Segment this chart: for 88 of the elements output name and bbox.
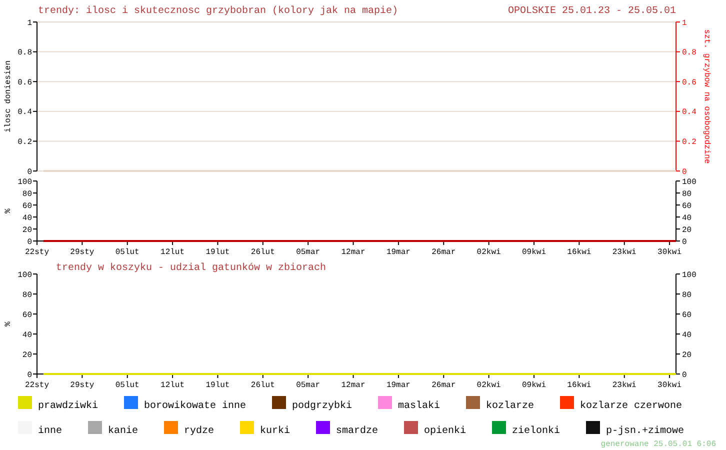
y2-tick-label: 60 bbox=[682, 202, 692, 211]
y-tick-label: 1 bbox=[27, 18, 32, 28]
y2-tick-label: 0 bbox=[682, 168, 687, 177]
x-tick-label: 05lut bbox=[115, 381, 140, 390]
x-tick-label: 02kwi bbox=[476, 248, 502, 257]
y2-tick-label: 100 bbox=[682, 178, 697, 187]
x-tick-label: 23kwi bbox=[612, 248, 637, 257]
legend-label: kozlarze bbox=[486, 400, 534, 412]
legend-label: p-jsn.+zimowe bbox=[606, 425, 684, 437]
y-tick-label: 0.8 bbox=[18, 48, 32, 58]
x-tick-label: 30kwi bbox=[658, 248, 682, 257]
x-tick-label: 26lut bbox=[250, 381, 275, 390]
y2-tick-label: 0.2 bbox=[682, 138, 697, 147]
y2-tick-label: 100 bbox=[682, 270, 697, 280]
x-tick-label: 29sty bbox=[70, 248, 94, 257]
y-tick-label: 0 bbox=[27, 370, 32, 380]
x-tick-label: 19lut bbox=[206, 381, 230, 390]
y-tick-label: 60 bbox=[22, 202, 32, 211]
x-tick-label: 26mar bbox=[432, 248, 456, 257]
legend-label: kanie bbox=[108, 425, 138, 437]
y-axis-title: ilosc doniesien bbox=[4, 60, 13, 133]
legend-label: kozlarze czerwone bbox=[580, 400, 682, 412]
text: generowane 25.05.01 6:06 bbox=[600, 440, 716, 449]
legend-label: borowikowate inne bbox=[144, 400, 246, 412]
y2-tick-label: 80 bbox=[682, 190, 692, 199]
x-tick-label: 12lut bbox=[160, 248, 185, 257]
x-tick-label: 23kwi bbox=[612, 381, 637, 390]
legend-label: opienki bbox=[424, 425, 466, 437]
x-tick-label: 19lut bbox=[206, 248, 230, 257]
legend-label: podgrzybki bbox=[292, 400, 352, 412]
legend-label: kurki bbox=[260, 425, 290, 437]
legend-label: smardze bbox=[336, 425, 378, 437]
x-tick-label: 16kwi bbox=[567, 381, 592, 390]
legend-label: rydze bbox=[184, 425, 214, 437]
y2-tick-label: 0.8 bbox=[682, 48, 697, 58]
y2-tick-label: 20 bbox=[682, 226, 692, 235]
x-tick-label: 26mar bbox=[432, 381, 456, 390]
x-tick-label: 05mar bbox=[296, 381, 320, 390]
y2-tick-label: 40 bbox=[682, 214, 692, 223]
y-tick-label: 100 bbox=[18, 178, 32, 187]
x-tick-label: 09kwi bbox=[522, 381, 546, 390]
x-tick-label: 16kwi bbox=[567, 248, 592, 257]
legend-label: zielonki bbox=[512, 425, 560, 437]
chart-subtitle: OPOLSKIE 25.01.23 - 25.05.01 bbox=[508, 6, 676, 17]
x-tick-label: 05mar bbox=[296, 248, 320, 257]
y-tick-label: 100 bbox=[18, 270, 32, 280]
y-tick-label: 80 bbox=[22, 290, 32, 300]
y-tick-label: 0 bbox=[27, 168, 32, 177]
y-axis-title: % bbox=[4, 321, 13, 326]
y-tick-label: 0.2 bbox=[18, 138, 32, 147]
y2-tick-label: 20 bbox=[682, 350, 692, 360]
x-tick-label: 02kwi bbox=[476, 381, 502, 390]
chart-title: trendy: ilosc i skutecznosc grzybobran (kolory jak na mapie) bbox=[38, 5, 398, 17]
y2-tick-label: 60 bbox=[682, 310, 692, 320]
y2-tick-label: 0.6 bbox=[682, 78, 697, 88]
chart-title: trendy w koszyku - udzial gatunków w zbiorach bbox=[56, 262, 326, 274]
x-tick-label: 12mar bbox=[341, 248, 366, 257]
legend-label: inne bbox=[38, 425, 62, 437]
y-tick-label: 20 bbox=[22, 350, 32, 360]
x-tick-label: 29sty bbox=[70, 381, 94, 390]
y-tick-label: 60 bbox=[22, 310, 32, 320]
x-tick-label: 19mar bbox=[386, 248, 411, 257]
x-tick-label: 12mar bbox=[341, 381, 366, 390]
x-tick-label: 26lut bbox=[250, 248, 275, 257]
y-tick-label: 0 bbox=[27, 238, 32, 247]
y-tick-label: 0.4 bbox=[18, 108, 32, 118]
y2-tick-label: 40 bbox=[682, 330, 692, 340]
y-tick-label: 20 bbox=[22, 226, 32, 235]
x-tick-label: 22sty bbox=[24, 381, 50, 390]
x-tick-label: 22sty bbox=[24, 248, 50, 257]
x-tick-label: 12lut bbox=[160, 381, 185, 390]
y2-tick-label: 0 bbox=[682, 370, 687, 380]
x-tick-label: 05lut bbox=[115, 248, 140, 257]
y2-tick-label: 80 bbox=[682, 290, 692, 300]
legend-label: prawdziwki bbox=[38, 400, 98, 412]
y2-tick-label: 0 bbox=[682, 238, 687, 247]
y-axis-title: % bbox=[4, 208, 13, 214]
y-tick-label: 40 bbox=[22, 330, 32, 340]
y2-tick-label: 0.4 bbox=[682, 108, 697, 118]
x-tick-label: 30kwi bbox=[658, 381, 682, 390]
x-tick-label: 19mar bbox=[386, 381, 411, 390]
y2-tick-label: 1 bbox=[682, 18, 687, 28]
y-tick-label: 40 bbox=[22, 214, 32, 223]
y-tick-label: 0.6 bbox=[18, 78, 32, 88]
y-tick-label: 80 bbox=[22, 190, 32, 199]
x-tick-label: 09kwi bbox=[522, 248, 546, 257]
y2-axis-title: szt. grzybow na osobogodzine bbox=[702, 29, 711, 164]
legend-label: maslaki bbox=[398, 400, 440, 412]
